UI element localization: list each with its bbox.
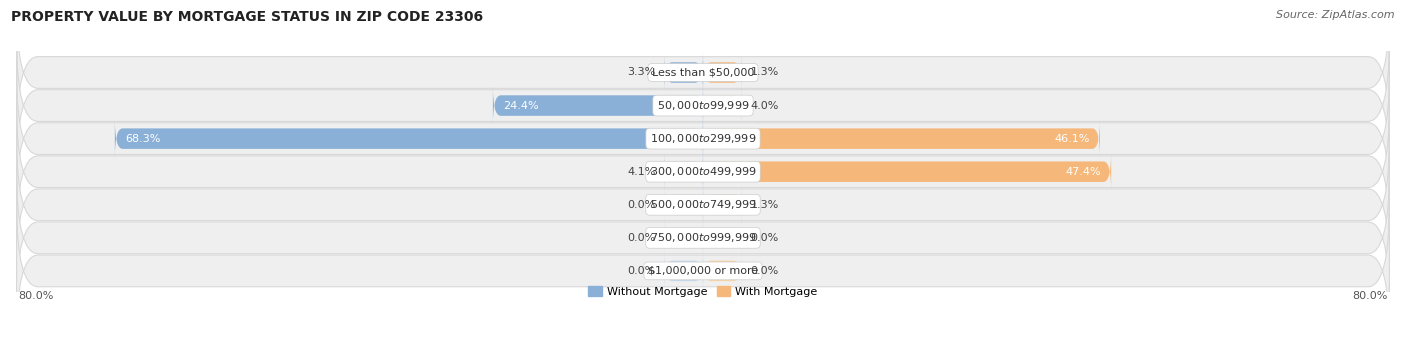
FancyBboxPatch shape	[17, 204, 1389, 338]
FancyBboxPatch shape	[17, 6, 1389, 139]
FancyBboxPatch shape	[17, 171, 1389, 305]
Text: $100,000 to $299,999: $100,000 to $299,999	[650, 132, 756, 145]
Text: 68.3%: 68.3%	[125, 134, 160, 143]
FancyBboxPatch shape	[17, 105, 1389, 238]
Text: 0.0%: 0.0%	[627, 200, 655, 210]
Text: 1.3%: 1.3%	[751, 200, 779, 210]
Text: 0.0%: 0.0%	[627, 233, 655, 243]
Legend: Without Mortgage, With Mortgage: Without Mortgage, With Mortgage	[583, 282, 823, 301]
Text: 80.0%: 80.0%	[18, 291, 53, 301]
Text: 4.1%: 4.1%	[627, 167, 655, 177]
FancyBboxPatch shape	[703, 152, 1111, 191]
Text: 0.0%: 0.0%	[751, 266, 779, 276]
Text: $750,000 to $999,999: $750,000 to $999,999	[650, 231, 756, 244]
Text: $1,000,000 or more: $1,000,000 or more	[648, 266, 758, 276]
FancyBboxPatch shape	[494, 86, 703, 125]
FancyBboxPatch shape	[703, 86, 742, 125]
FancyBboxPatch shape	[17, 72, 1389, 205]
FancyBboxPatch shape	[664, 218, 703, 257]
FancyBboxPatch shape	[17, 39, 1389, 172]
FancyBboxPatch shape	[664, 152, 703, 191]
Text: 24.4%: 24.4%	[503, 101, 538, 111]
FancyBboxPatch shape	[17, 138, 1389, 272]
Text: PROPERTY VALUE BY MORTGAGE STATUS IN ZIP CODE 23306: PROPERTY VALUE BY MORTGAGE STATUS IN ZIP…	[11, 10, 484, 24]
Text: 3.3%: 3.3%	[627, 68, 655, 78]
Text: Less than $50,000: Less than $50,000	[652, 68, 754, 78]
Text: 46.1%: 46.1%	[1054, 134, 1090, 143]
FancyBboxPatch shape	[115, 119, 703, 158]
FancyBboxPatch shape	[703, 53, 742, 92]
Text: 4.0%: 4.0%	[751, 101, 779, 111]
FancyBboxPatch shape	[664, 251, 703, 290]
Text: 0.0%: 0.0%	[627, 266, 655, 276]
FancyBboxPatch shape	[703, 185, 742, 224]
Text: 47.4%: 47.4%	[1066, 167, 1101, 177]
FancyBboxPatch shape	[664, 53, 703, 92]
Text: $500,000 to $749,999: $500,000 to $749,999	[650, 198, 756, 211]
FancyBboxPatch shape	[703, 218, 742, 257]
FancyBboxPatch shape	[703, 251, 742, 290]
Text: Source: ZipAtlas.com: Source: ZipAtlas.com	[1277, 10, 1395, 20]
FancyBboxPatch shape	[664, 185, 703, 224]
Text: $300,000 to $499,999: $300,000 to $499,999	[650, 165, 756, 178]
FancyBboxPatch shape	[703, 119, 1099, 158]
Text: 80.0%: 80.0%	[1353, 291, 1388, 301]
Text: 1.3%: 1.3%	[751, 68, 779, 78]
Text: $50,000 to $99,999: $50,000 to $99,999	[657, 99, 749, 112]
Text: 0.0%: 0.0%	[751, 233, 779, 243]
